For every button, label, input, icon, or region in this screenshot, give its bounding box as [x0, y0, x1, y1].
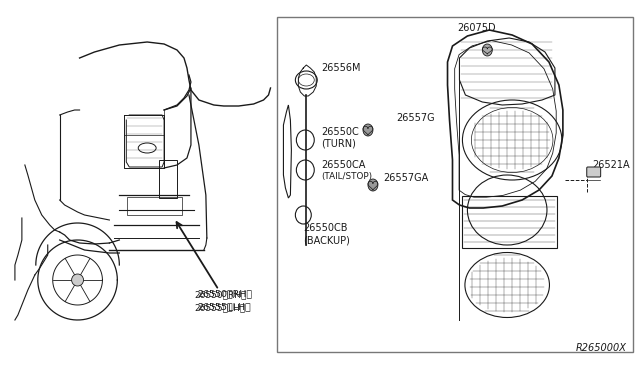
Ellipse shape	[363, 124, 373, 136]
Bar	[159, 160, 177, 198]
Text: (TURN): (TURN)	[321, 138, 356, 148]
Text: 26556M: 26556M	[321, 63, 361, 73]
Bar	[127, 197, 182, 215]
Text: R265000X: R265000X	[575, 343, 627, 353]
Text: 26557GA: 26557GA	[383, 173, 428, 183]
Text: (BACKUP): (BACKUP)	[303, 235, 350, 245]
Ellipse shape	[368, 179, 378, 191]
Ellipse shape	[483, 44, 492, 56]
Text: 26550〈RH〉: 26550〈RH〉	[197, 289, 252, 298]
FancyBboxPatch shape	[587, 167, 601, 177]
Text: 26550CB: 26550CB	[303, 223, 348, 233]
Text: 26550〈RH〉: 26550〈RH〉	[194, 291, 246, 299]
Bar	[277, 17, 634, 352]
Text: 26521A: 26521A	[593, 160, 630, 170]
Text: 26555〈LH〉: 26555〈LH〉	[194, 304, 245, 312]
Circle shape	[72, 274, 84, 286]
Text: 26555〈LH〉: 26555〈LH〉	[197, 302, 251, 311]
Text: 26557G: 26557G	[396, 113, 435, 123]
Text: 26075D: 26075D	[458, 23, 496, 33]
Text: (TAIL/STOP): (TAIL/STOP)	[321, 171, 372, 180]
Text: 26550C: 26550C	[321, 127, 359, 137]
Bar	[463, 196, 557, 248]
Text: 26550CA: 26550CA	[321, 160, 365, 170]
